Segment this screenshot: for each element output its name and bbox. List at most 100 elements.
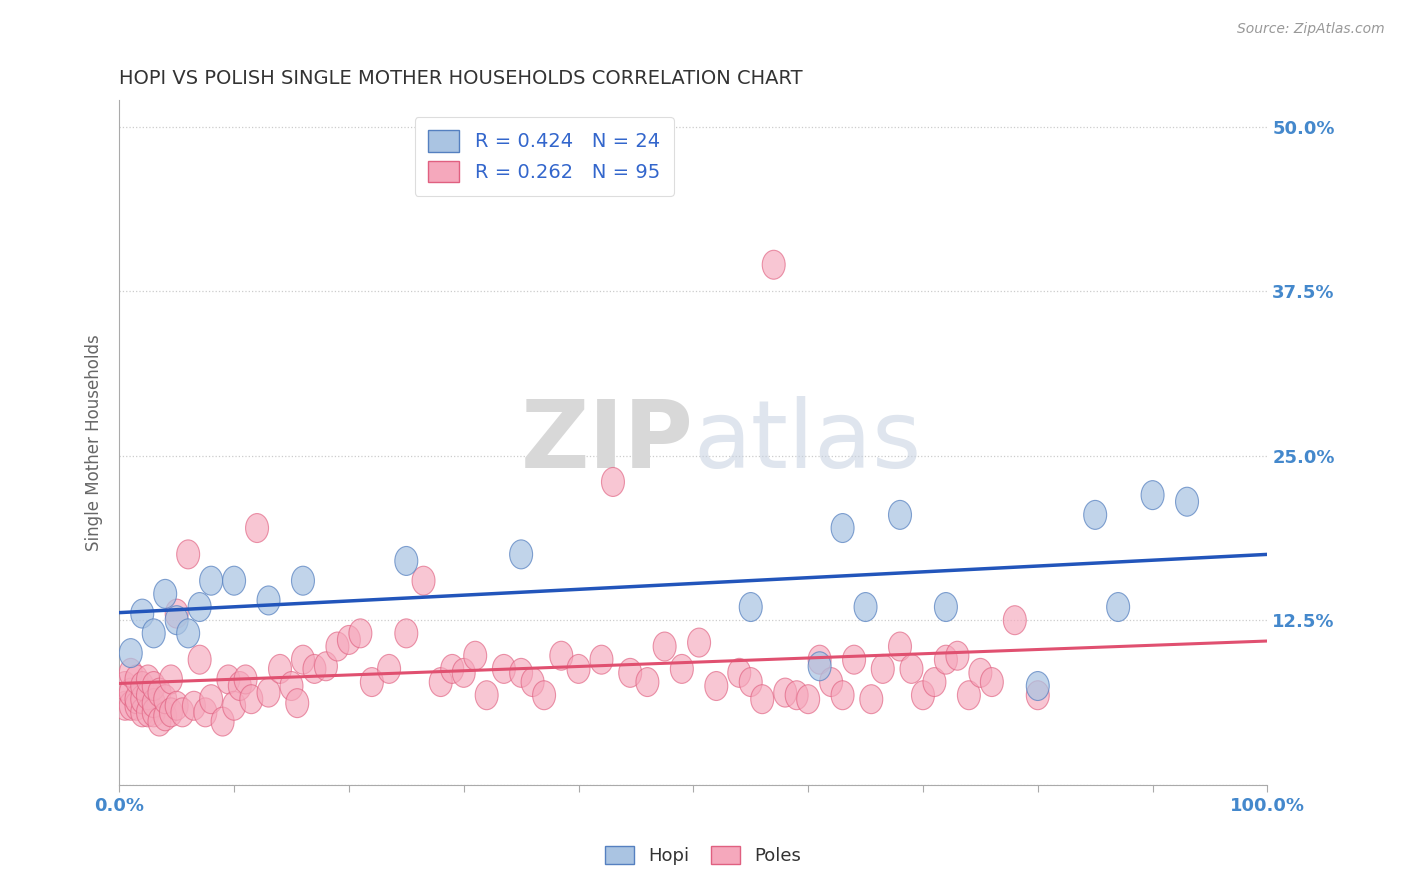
Text: ZIP: ZIP	[520, 396, 693, 489]
Ellipse shape	[188, 592, 211, 622]
Ellipse shape	[762, 251, 785, 279]
Ellipse shape	[957, 681, 980, 710]
Ellipse shape	[453, 658, 475, 688]
Ellipse shape	[257, 678, 280, 707]
Ellipse shape	[172, 698, 194, 727]
Ellipse shape	[302, 655, 326, 683]
Ellipse shape	[136, 665, 159, 694]
Ellipse shape	[136, 681, 159, 710]
Ellipse shape	[440, 655, 464, 683]
Ellipse shape	[900, 655, 922, 683]
Ellipse shape	[153, 580, 177, 608]
Ellipse shape	[602, 467, 624, 497]
Ellipse shape	[820, 667, 842, 697]
Ellipse shape	[153, 685, 177, 714]
Ellipse shape	[619, 658, 641, 688]
Ellipse shape	[808, 652, 831, 681]
Ellipse shape	[142, 698, 165, 727]
Text: HOPI VS POLISH SINGLE MOTHER HOUSEHOLDS CORRELATION CHART: HOPI VS POLISH SINGLE MOTHER HOUSEHOLDS …	[120, 69, 803, 87]
Ellipse shape	[326, 632, 349, 661]
Ellipse shape	[395, 547, 418, 575]
Ellipse shape	[429, 667, 453, 697]
Ellipse shape	[228, 672, 252, 700]
Ellipse shape	[291, 566, 315, 595]
Ellipse shape	[280, 672, 302, 700]
Ellipse shape	[378, 655, 401, 683]
Ellipse shape	[654, 632, 676, 661]
Ellipse shape	[911, 681, 935, 710]
Ellipse shape	[740, 667, 762, 697]
Ellipse shape	[567, 655, 591, 683]
Ellipse shape	[246, 514, 269, 542]
Ellipse shape	[217, 665, 240, 694]
Ellipse shape	[688, 628, 710, 657]
Ellipse shape	[148, 707, 172, 736]
Ellipse shape	[797, 685, 820, 714]
Ellipse shape	[165, 599, 188, 628]
Ellipse shape	[969, 658, 991, 688]
Ellipse shape	[349, 619, 371, 648]
Ellipse shape	[740, 592, 762, 622]
Ellipse shape	[165, 691, 188, 720]
Ellipse shape	[337, 625, 360, 655]
Ellipse shape	[704, 672, 728, 700]
Ellipse shape	[773, 678, 797, 707]
Ellipse shape	[1142, 481, 1164, 509]
Legend: Hopi, Poles: Hopi, Poles	[598, 838, 808, 872]
Ellipse shape	[131, 698, 153, 727]
Ellipse shape	[751, 685, 773, 714]
Ellipse shape	[165, 606, 188, 635]
Ellipse shape	[889, 632, 911, 661]
Y-axis label: Single Mother Households: Single Mother Households	[86, 334, 103, 551]
Text: Source: ZipAtlas.com: Source: ZipAtlas.com	[1237, 22, 1385, 37]
Ellipse shape	[222, 566, 246, 595]
Ellipse shape	[853, 592, 877, 622]
Ellipse shape	[509, 540, 533, 569]
Ellipse shape	[131, 599, 153, 628]
Ellipse shape	[412, 566, 434, 595]
Ellipse shape	[872, 655, 894, 683]
Ellipse shape	[222, 691, 246, 720]
Ellipse shape	[131, 685, 153, 714]
Ellipse shape	[183, 691, 205, 720]
Ellipse shape	[240, 685, 263, 714]
Ellipse shape	[194, 698, 217, 727]
Ellipse shape	[1004, 606, 1026, 635]
Ellipse shape	[153, 702, 177, 731]
Ellipse shape	[1107, 592, 1129, 622]
Ellipse shape	[200, 566, 222, 595]
Text: atlas: atlas	[693, 396, 921, 489]
Ellipse shape	[1026, 681, 1049, 710]
Ellipse shape	[159, 698, 183, 727]
Ellipse shape	[1084, 500, 1107, 529]
Ellipse shape	[233, 665, 257, 694]
Ellipse shape	[935, 592, 957, 622]
Ellipse shape	[550, 641, 572, 670]
Ellipse shape	[591, 645, 613, 674]
Ellipse shape	[889, 500, 911, 529]
Legend: R = 0.424   N = 24, R = 0.262   N = 95: R = 0.424 N = 24, R = 0.262 N = 95	[415, 117, 673, 196]
Ellipse shape	[1175, 487, 1198, 516]
Ellipse shape	[395, 619, 418, 648]
Ellipse shape	[131, 672, 153, 700]
Ellipse shape	[315, 652, 337, 681]
Ellipse shape	[946, 641, 969, 670]
Ellipse shape	[922, 667, 946, 697]
Ellipse shape	[475, 681, 498, 710]
Ellipse shape	[269, 655, 291, 683]
Ellipse shape	[636, 667, 659, 697]
Ellipse shape	[842, 645, 866, 674]
Ellipse shape	[808, 645, 831, 674]
Ellipse shape	[211, 707, 233, 736]
Ellipse shape	[120, 639, 142, 667]
Ellipse shape	[671, 655, 693, 683]
Ellipse shape	[142, 689, 165, 718]
Ellipse shape	[291, 645, 315, 674]
Ellipse shape	[120, 658, 142, 688]
Ellipse shape	[509, 658, 533, 688]
Ellipse shape	[188, 645, 211, 674]
Ellipse shape	[142, 619, 165, 648]
Ellipse shape	[114, 691, 136, 720]
Ellipse shape	[114, 672, 136, 700]
Ellipse shape	[1026, 672, 1049, 700]
